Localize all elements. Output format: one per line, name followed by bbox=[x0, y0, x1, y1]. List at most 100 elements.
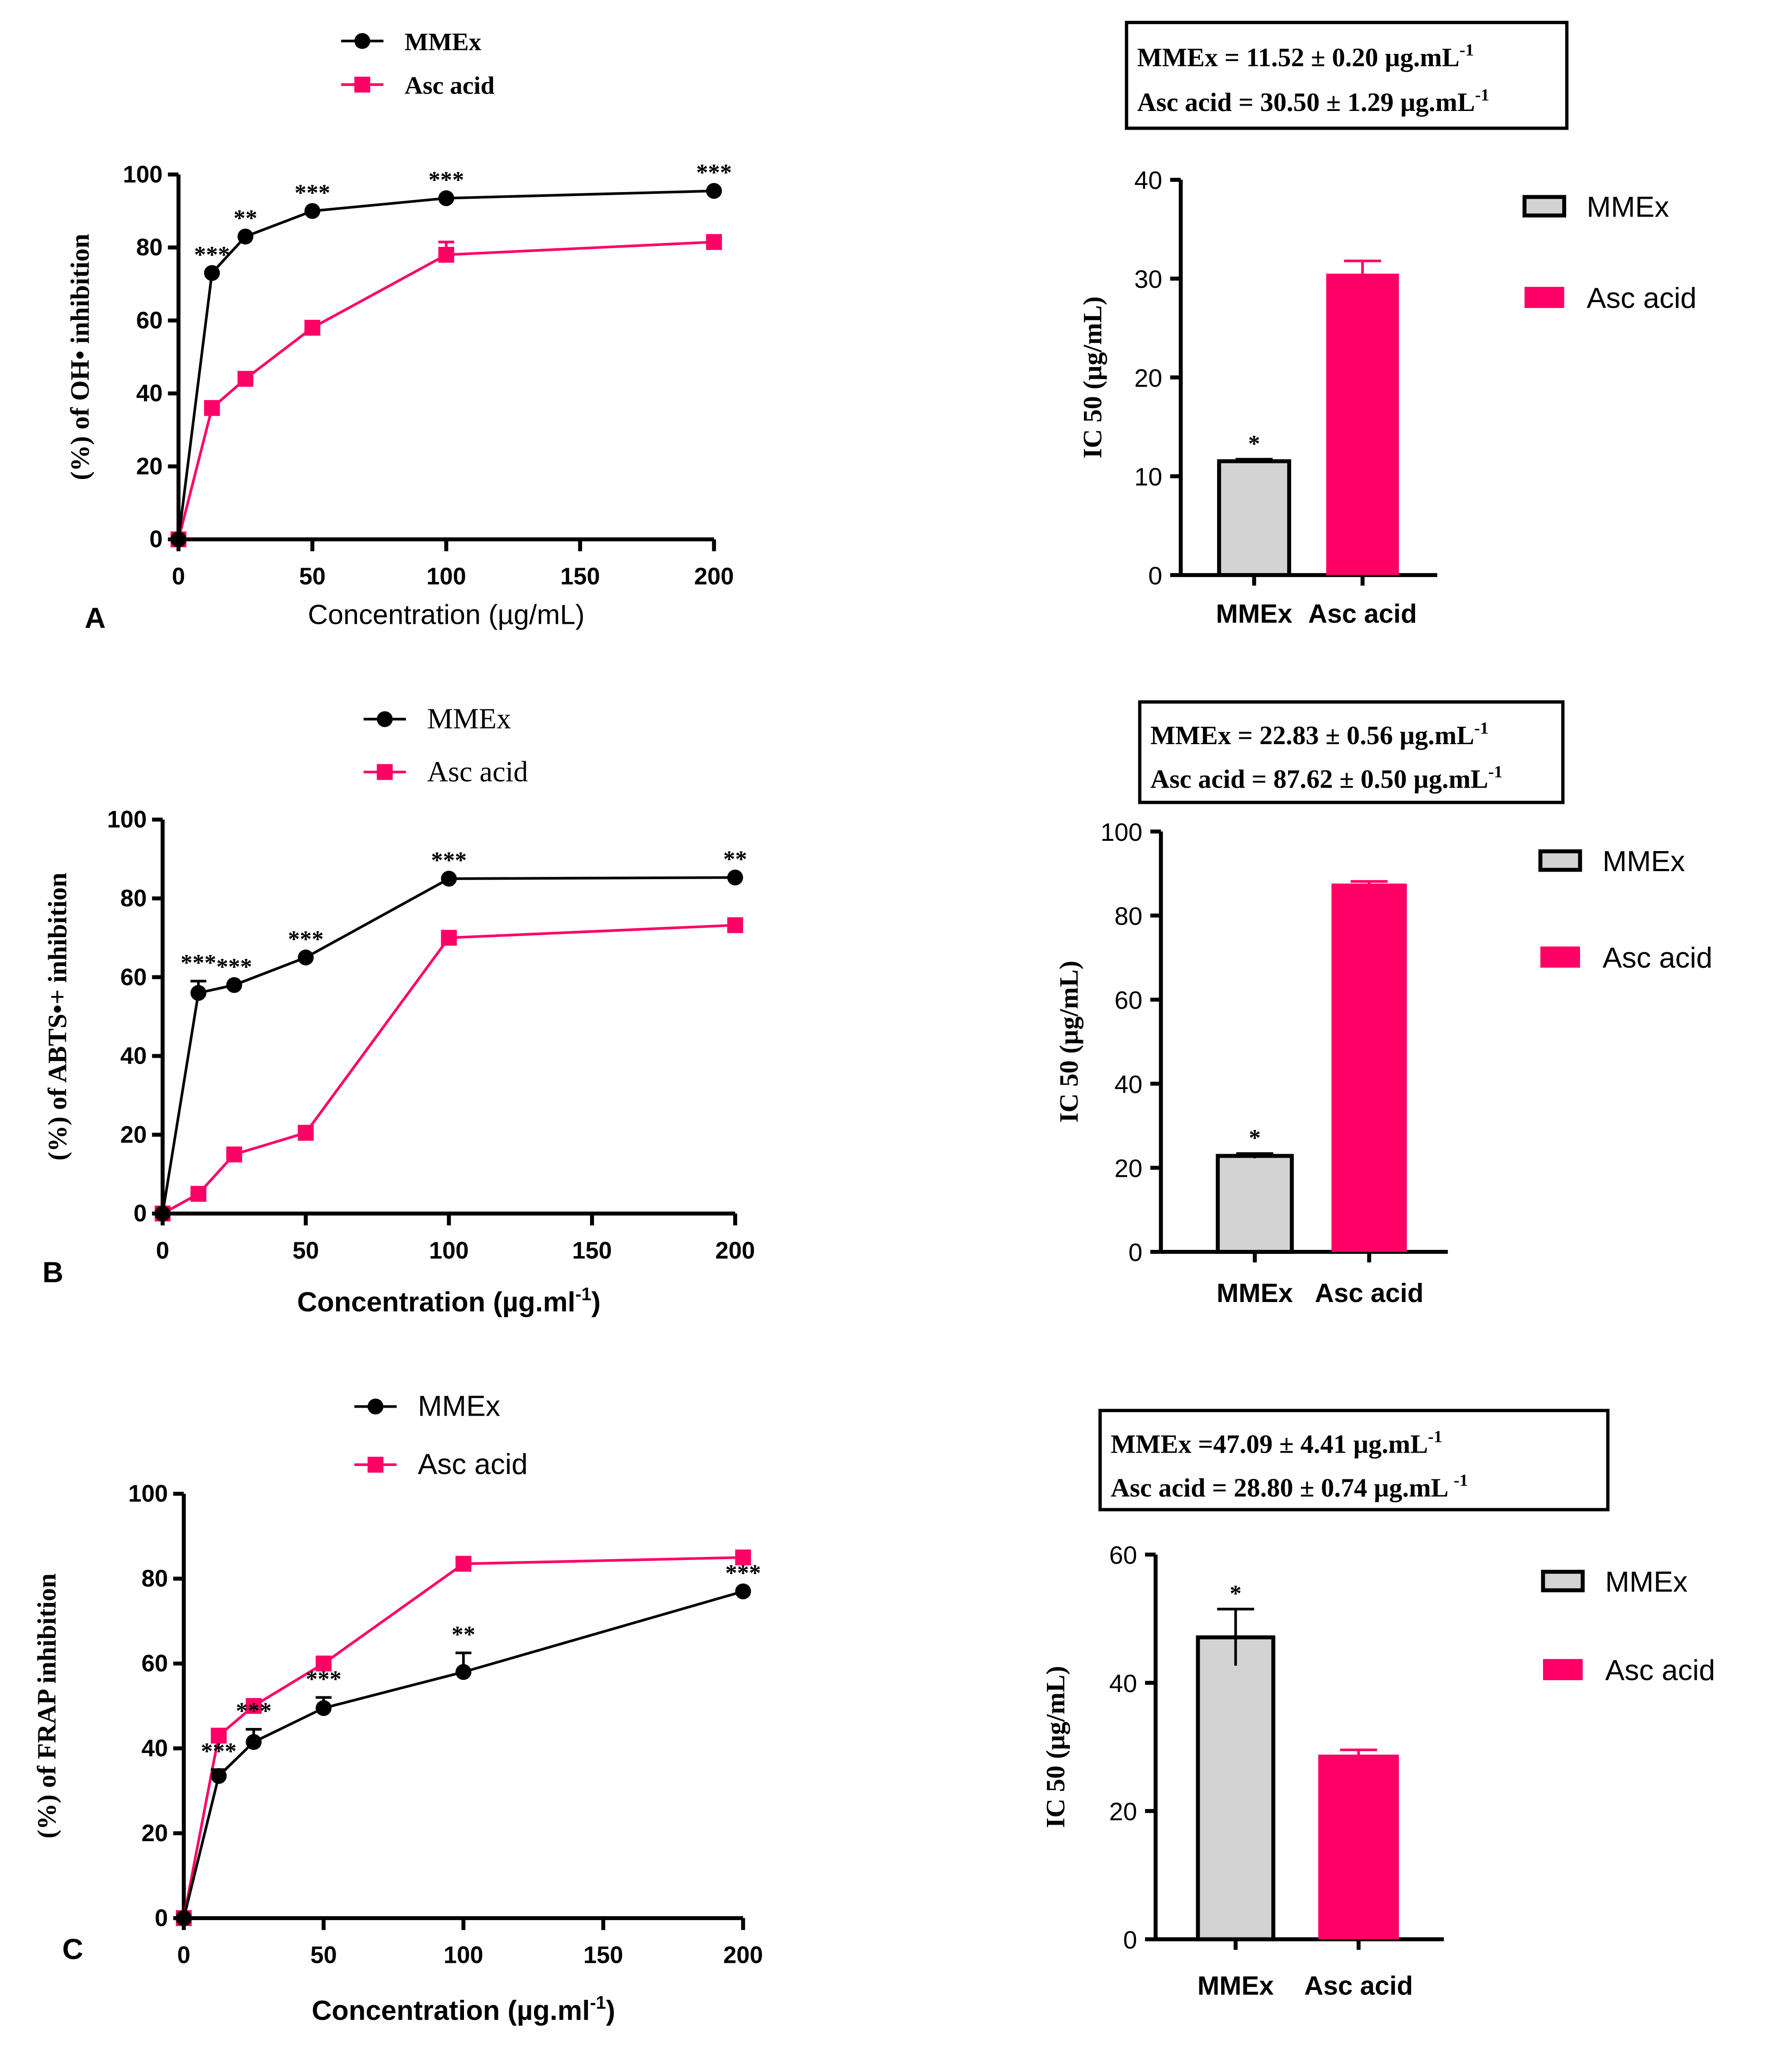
y-tick-label: 100 bbox=[1100, 818, 1142, 846]
data-point-asc bbox=[316, 1655, 332, 1672]
data-point-mmex bbox=[316, 1700, 332, 1716]
data-point-asc bbox=[190, 1186, 206, 1202]
y-tick-label: 20 bbox=[1134, 364, 1162, 392]
significance-label: *** bbox=[236, 1697, 271, 1724]
x-axis-label-tail: ) bbox=[591, 1287, 601, 1318]
y-tick-label: 40 bbox=[1134, 166, 1162, 194]
x-axis-label-main: Concentration (µg.ml bbox=[312, 1995, 590, 2026]
y-tick-label: 0 bbox=[134, 1200, 147, 1227]
y-tick-label: 80 bbox=[136, 234, 163, 261]
ic50-annotation-line: MMEx =47.09 ± 4.41 µg.mL-1 bbox=[1111, 1428, 1442, 1459]
ic50-annotation-line: MMEx = 11.52 ± 0.20 µg.mL-1 bbox=[1137, 41, 1474, 72]
x-tick-label: 0 bbox=[177, 1942, 191, 1969]
ic50-annotation-box bbox=[1138, 700, 1565, 804]
x-tick-label: 50 bbox=[292, 1237, 319, 1264]
legend-label: Asc acid bbox=[427, 756, 528, 788]
legend-swatch-asc bbox=[1543, 1659, 1583, 1680]
ic50-annotation-line: Asc acid = 87.62 ± 0.50 µg.mL-1 bbox=[1150, 762, 1502, 794]
ic50-annotation-line-sup: -1 bbox=[1474, 719, 1489, 738]
data-point-mmex bbox=[226, 977, 242, 993]
legend-swatch-mmex bbox=[1541, 1569, 1585, 1593]
x-tick-label: 200 bbox=[715, 1237, 755, 1264]
significance-label: ** bbox=[234, 205, 257, 231]
y-tick-label: 60 bbox=[1109, 1541, 1137, 1569]
ic50-annotation-line-sup: -1 bbox=[1488, 762, 1502, 781]
legend-marker-mmex bbox=[367, 1398, 384, 1415]
legend-label: MMEx bbox=[405, 29, 481, 56]
legend-marker-mmex bbox=[377, 711, 393, 727]
x-tick-label: 150 bbox=[572, 1237, 612, 1264]
y-tick-label: 100 bbox=[128, 1481, 168, 1507]
significance-label: *** bbox=[288, 925, 324, 952]
y-tick-label: 20 bbox=[141, 1820, 168, 1847]
y-tick-label: 0 bbox=[149, 526, 163, 553]
legend-label: MMEx bbox=[418, 1389, 500, 1422]
x-axis-label-main: Concentration (µg/mL) bbox=[308, 599, 585, 630]
significance-label: ** bbox=[451, 1621, 475, 1648]
y-tick-label: 10 bbox=[1134, 463, 1162, 491]
significance-label: *** bbox=[295, 179, 330, 206]
data-point-asc bbox=[246, 1698, 262, 1714]
ic50-annotation-box bbox=[1124, 20, 1569, 130]
data-point-mmex bbox=[735, 1583, 751, 1600]
data-point-mmex bbox=[455, 1664, 472, 1680]
data-point-mmex bbox=[441, 871, 457, 887]
data-point-asc bbox=[210, 1728, 227, 1744]
y-tick-label: 100 bbox=[107, 807, 147, 833]
bar-mmex bbox=[1215, 1154, 1294, 1254]
y-axis-label: IC 50 (µg/mL) bbox=[1041, 1666, 1070, 1828]
bar-asc bbox=[1331, 883, 1407, 1252]
significance-label: *** bbox=[725, 1560, 761, 1586]
y-axis-label: IC 50 (µg/mL) bbox=[1078, 296, 1107, 459]
y-tick-label: 80 bbox=[120, 885, 147, 912]
legend-label: Asc acid bbox=[418, 1448, 528, 1480]
ic50-annotation-line-sup: -1 bbox=[1454, 1471, 1468, 1490]
series-line-mmex bbox=[177, 189, 714, 540]
y-tick-label: 60 bbox=[141, 1650, 168, 1677]
significance-label: *** bbox=[696, 159, 732, 186]
y-tick-label: 0 bbox=[155, 1905, 168, 1931]
legend-swatch-mmex bbox=[1538, 849, 1582, 872]
data-point-asc bbox=[298, 1125, 314, 1141]
data-point-mmex bbox=[298, 949, 314, 966]
x-tick-label: 100 bbox=[427, 563, 466, 590]
significance-label: * bbox=[1249, 1124, 1261, 1151]
significance-label: *** bbox=[201, 1738, 237, 1765]
legend-label: Asc acid bbox=[1605, 1654, 1715, 1687]
significance-label: *** bbox=[181, 949, 216, 976]
y-tick-label: 40 bbox=[1114, 1070, 1142, 1098]
legend-marker-asc bbox=[354, 77, 370, 93]
data-point-asc bbox=[735, 1549, 751, 1566]
y-tick-label: 20 bbox=[1109, 1798, 1137, 1826]
x-category-label: MMEx bbox=[1198, 1971, 1274, 2001]
legend-label: MMEx bbox=[1605, 1565, 1688, 1598]
data-point-asc bbox=[304, 319, 320, 336]
x-category-label: Asc acid bbox=[1308, 598, 1417, 628]
data-point-mmex bbox=[727, 869, 743, 886]
panel-label: B bbox=[42, 1256, 63, 1289]
x-category-label: MMEx bbox=[1216, 598, 1292, 628]
series-line-asc bbox=[182, 1556, 743, 1919]
significance-label: *** bbox=[194, 241, 230, 268]
y-axis-label: IC 50 (µg/mL) bbox=[1054, 961, 1083, 1123]
data-point-mmex bbox=[190, 985, 206, 1001]
ic50-annotation-line-main: MMEx = 22.83 ± 0.56 µg.mL bbox=[1150, 721, 1474, 750]
series-line-mmex bbox=[161, 876, 735, 1214]
y-tick-label: 0 bbox=[1123, 1926, 1137, 1954]
data-point-asc bbox=[441, 930, 457, 946]
data-point-mmex bbox=[246, 1734, 262, 1750]
x-tick-label: 100 bbox=[429, 1237, 469, 1264]
legend-label: MMEx bbox=[1603, 845, 1685, 877]
x-tick-label: 50 bbox=[299, 563, 325, 590]
x-axis-label-sup: -1 bbox=[575, 1284, 591, 1304]
legend-marker-asc bbox=[367, 1457, 384, 1473]
y-tick-label: 0 bbox=[1148, 561, 1162, 590]
legend-label: Asc acid bbox=[405, 72, 495, 100]
data-point-asc bbox=[455, 1556, 472, 1572]
panel-label: A bbox=[85, 602, 106, 634]
x-tick-label: 0 bbox=[156, 1237, 169, 1264]
panel-label: C bbox=[62, 1933, 83, 1966]
